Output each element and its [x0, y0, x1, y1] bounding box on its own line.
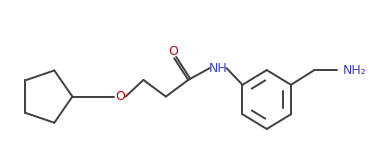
Text: O: O: [168, 45, 178, 58]
Text: O: O: [115, 90, 125, 103]
Text: NH: NH: [209, 62, 227, 75]
Text: NH₂: NH₂: [342, 64, 366, 77]
